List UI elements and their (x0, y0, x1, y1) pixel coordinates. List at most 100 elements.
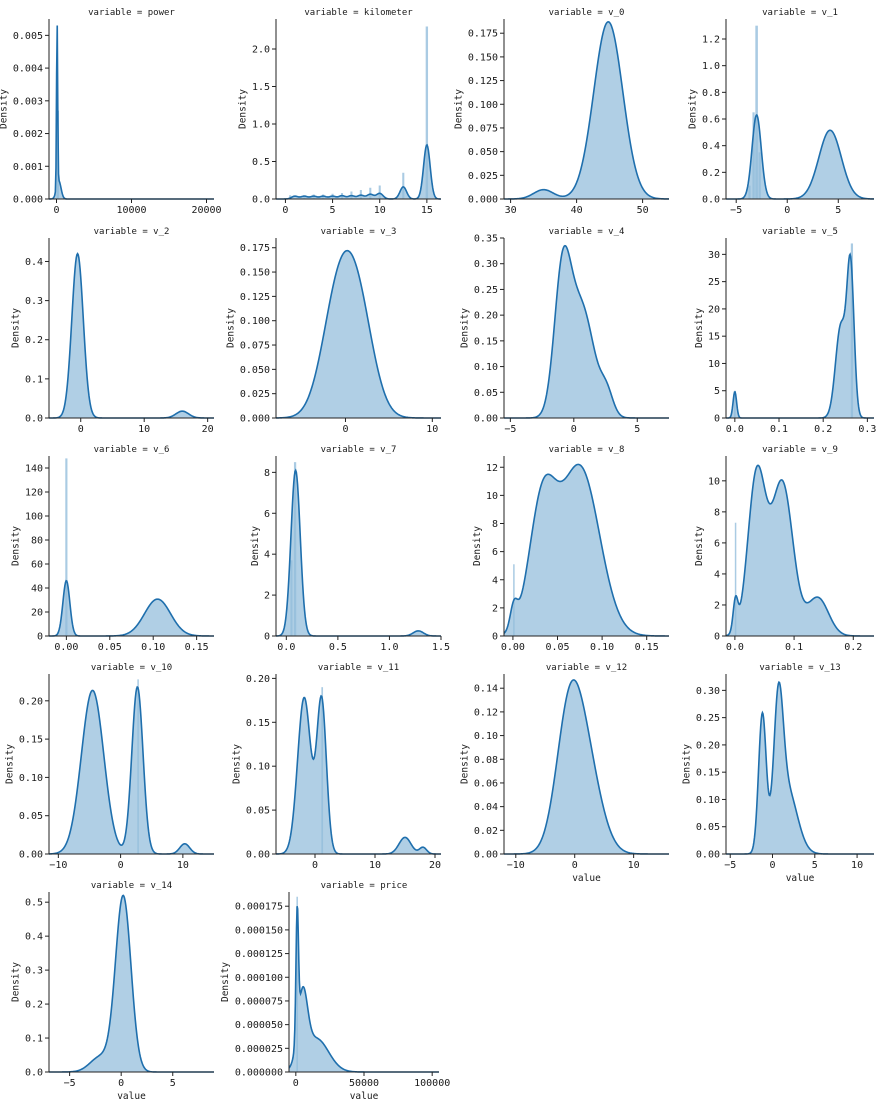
histogram-bar-0 (752, 112, 755, 199)
y-tick-label: 0 (492, 632, 498, 643)
facet-title: variable = v_3 (321, 227, 397, 237)
facet-title: variable = kilometer (304, 8, 413, 18)
y-axis-label: Density (688, 89, 699, 129)
y-tick-label: 0.000 (468, 195, 498, 206)
y-axis-label: Density (0, 89, 10, 129)
y-axis-label: Density (694, 308, 705, 348)
y-tick-label: 0.000075 (235, 996, 283, 1007)
density-line (503, 463, 669, 637)
histogram-bar-1 (303, 195, 306, 199)
y-axis-label: Density (694, 526, 705, 566)
histogram-bar-1 (850, 243, 854, 418)
facet-title: variable = v_14 (91, 881, 172, 891)
density-line (726, 680, 874, 855)
density-line (49, 579, 214, 637)
histogram-bar-1 (293, 462, 297, 636)
x-tick-label: 0.1 (785, 642, 803, 653)
y-tick-label: 0.06 (474, 778, 498, 789)
y-tick-label: 1.5 (252, 82, 270, 93)
y-tick-label: 5 (714, 386, 720, 397)
x-tick-label: 0.0 (277, 642, 295, 653)
y-tick-label: 0.001 (13, 162, 43, 173)
y-tick-label: 0.000 (240, 414, 270, 425)
facet-10: 0.00 0.05 0.10 0.15 0 2 4 6 8 10 12 variable = v_8 D… (472, 445, 669, 653)
y-tick-label: 0.100 (240, 316, 270, 327)
y-tick-label: 0.150 (468, 52, 498, 63)
x-tick-label: 10 (628, 860, 640, 871)
y-tick-label: 0.000050 (235, 1020, 283, 1031)
histogram-bar-1 (755, 25, 758, 200)
y-tick-label: 0.000025 (235, 1044, 283, 1055)
y-tick-label: 0.14 (474, 684, 498, 695)
density-area (49, 895, 214, 1072)
y-tick-label: 0.25 (474, 285, 498, 296)
x-tick-label: 10 (138, 424, 150, 435)
y-tick-label: 0.125 (240, 292, 270, 303)
x-tick-label: 0.15 (635, 642, 659, 653)
facet-title: variable = v_0 (549, 8, 625, 18)
y-tick-label: 2 (714, 600, 720, 611)
y-tick-label: 0.2 (25, 1000, 43, 1011)
density-area (276, 250, 441, 418)
x-tick-label: 10 (177, 860, 189, 871)
y-tick-label: 0.15 (246, 718, 270, 729)
y-tick-label: 0.05 (696, 822, 720, 833)
y-tick-label: 0.0 (702, 195, 720, 206)
y-tick-label: 0.000150 (235, 925, 283, 936)
facet-13: 0 10 20 0.00 0.05 0.10 0.15 0.20 variable = v_11… (232, 663, 441, 871)
facet-title: variable = v_13 (759, 663, 840, 673)
density-area (726, 254, 874, 418)
y-tick-label: 0.075 (468, 123, 498, 134)
y-tick-label: 0.1 (25, 1034, 43, 1045)
y-tick-label: 0.04 (474, 802, 498, 813)
y-tick-label: 0.10 (474, 731, 498, 742)
y-tick-label: 8 (714, 507, 720, 518)
density-line (504, 21, 669, 200)
x-tick-label: 1.5 (432, 642, 450, 653)
facet-14: −10 0 10 0.00 0.02 0.04 0.06 0.08 0.10 0.12 0.14 va… (460, 663, 669, 884)
x-tick-label: 5 (170, 1078, 176, 1089)
x-tick-label: 0 (769, 860, 775, 871)
y-tick-label: 0 (714, 632, 720, 643)
y-tick-label: 0.00 (696, 850, 720, 861)
y-axis-label: Density (454, 89, 465, 129)
y-tick-label: 2 (264, 591, 270, 602)
y-tick-label: 1.0 (702, 61, 720, 72)
x-tick-label: 0.00 (54, 642, 78, 653)
x-tick-label: −5 (724, 860, 736, 871)
y-tick-label: 4 (492, 575, 498, 586)
y-tick-label: 0.25 (696, 713, 720, 724)
x-tick-label: 50000 (349, 1078, 379, 1089)
x-tick-label: 0.0 (726, 642, 744, 653)
x-tick-label: 0.10 (141, 642, 165, 653)
y-tick-label: 6 (492, 547, 498, 558)
x-tick-label: −10 (49, 860, 67, 871)
y-axis-label: Density (5, 744, 16, 784)
x-tick-label: 0 (118, 860, 124, 871)
y-tick-label: 12 (486, 463, 498, 474)
density-line (49, 25, 214, 200)
y-tick-label: 0.35 (474, 234, 498, 245)
y-axis-label: Density (682, 744, 693, 784)
y-tick-label: 0 (714, 414, 720, 425)
y-tick-label: 6 (714, 538, 720, 549)
y-tick-label: 8 (492, 519, 498, 530)
x-tick-label: 0 (282, 205, 288, 216)
y-tick-label: 10 (486, 491, 498, 502)
y-tick-label: 0.15 (474, 336, 498, 347)
x-tick-label: 10 (426, 424, 438, 435)
y-tick-label: 0.000000 (235, 1068, 283, 1079)
density-area (726, 115, 874, 199)
x-tick-label: 5 (835, 205, 841, 216)
x-tick-label: −5 (64, 1078, 76, 1089)
histogram-bar-0 (296, 896, 298, 1072)
x-tick-label: 15 (421, 205, 433, 216)
facet-title: variable = power (88, 8, 175, 18)
y-tick-label: 0.000125 (235, 949, 283, 960)
y-axis-label: Density (11, 962, 22, 1002)
y-axis-label: Density (460, 744, 471, 784)
y-tick-label: 0.12 (474, 707, 498, 718)
facet-16: −5 0 5 0.0 0.1 0.2 0.3 0.4 0.5 variable = v_14 Den… (11, 881, 214, 1102)
x-tick-label: 20000 (191, 205, 221, 216)
